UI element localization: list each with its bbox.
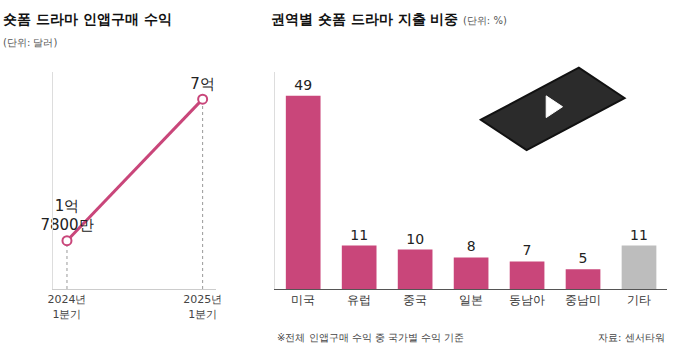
svg-text:일본: 일본 <box>459 293 483 307</box>
svg-text:7: 7 <box>523 242 532 258</box>
svg-text:8: 8 <box>467 238 476 254</box>
svg-text:유럽: 유럽 <box>347 293 371 307</box>
svg-text:(단위: 달러): (단위: 달러) <box>3 37 57 48</box>
svg-text:2024년1분기: 2024년1분기 <box>47 293 86 320</box>
svg-text:2025년1분기: 2025년1분기 <box>183 293 222 320</box>
svg-text:5: 5 <box>579 250 588 266</box>
svg-text:자료: 센서타워: 자료: 센서타워 <box>598 332 665 343</box>
svg-text:※전체 인앱구매 수익 중 국가별 수익 기준: ※전체 인앱구매 수익 중 국가별 수익 기준 <box>277 332 464 343</box>
svg-text:기타: 기타 <box>627 293 651 307</box>
svg-text:10: 10 <box>406 231 424 247</box>
svg-text:권역별 숏폼 드라마 지출 비중 (단위: %): 권역별 숏폼 드라마 지출 비중 (단위: %) <box>271 11 507 27</box>
svg-text:11: 11 <box>350 227 368 243</box>
svg-text:동남아: 동남아 <box>509 293 545 307</box>
svg-text:미국: 미국 <box>291 293 315 307</box>
svg-text:7억: 7억 <box>190 75 215 93</box>
svg-text:숏폼 드라마 인앱구매 수익: 숏폼 드라마 인앱구매 수익 <box>3 11 172 27</box>
svg-text:11: 11 <box>630 227 648 243</box>
svg-text:1억7800만: 1억7800만 <box>40 197 93 235</box>
svg-text:중국: 중국 <box>403 293 427 307</box>
svg-text:49: 49 <box>294 77 312 93</box>
svg-text:중남미: 중남미 <box>565 293 601 307</box>
